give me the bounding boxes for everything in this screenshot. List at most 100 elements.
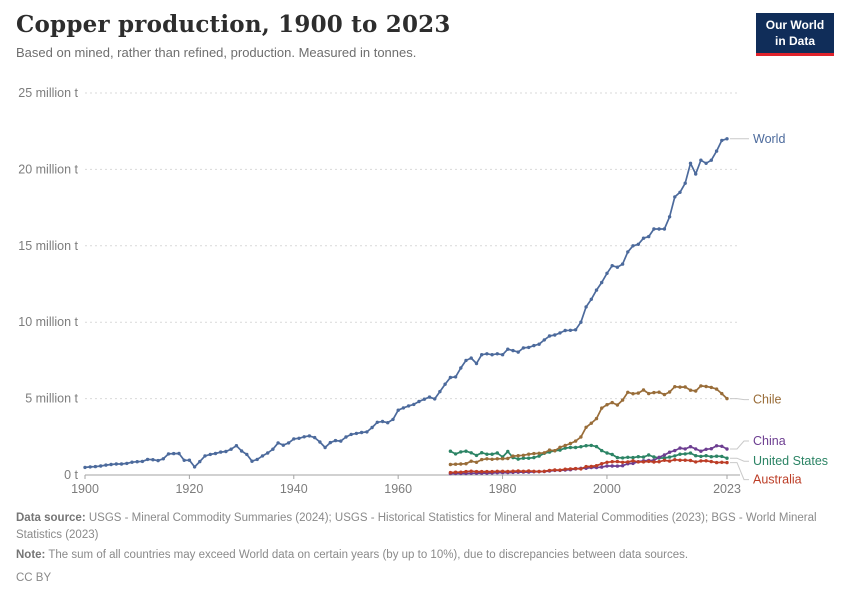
chart-canvas: 0 t 5 million t 10 million t 15 million t 20… <box>18 86 828 496</box>
data-point-world <box>584 305 588 309</box>
data-point-world <box>662 227 667 231</box>
data-point-chile <box>500 457 505 461</box>
data-point-chile <box>474 460 479 464</box>
page-title: Copper production, 1900 to 2023 <box>16 11 451 38</box>
data-point-chile <box>714 387 719 391</box>
data-point-world <box>652 227 656 231</box>
data-point-world <box>474 361 479 366</box>
data-point-chile <box>511 454 515 458</box>
data-point-world <box>558 331 562 335</box>
data-point-world <box>537 342 541 346</box>
data-point-australia <box>667 459 672 463</box>
data-point-china <box>631 461 635 466</box>
data-point-chile <box>480 457 484 462</box>
entity-label-china[interactable]: China <box>753 434 786 448</box>
data-point-china <box>615 464 620 468</box>
data-point-world <box>213 451 218 456</box>
data-point-world <box>500 353 505 357</box>
chart-footer: Data source: USGS - Mineral Commodity Su… <box>0 508 850 587</box>
y-axis-tick-label: 10 million t <box>18 315 78 329</box>
data-point-world <box>156 458 160 463</box>
data-point-chile <box>537 451 541 455</box>
series-line-world[interactable] <box>84 137 728 469</box>
data-point-world <box>714 149 719 153</box>
data-point-united-states <box>579 445 583 449</box>
data-point-china <box>678 446 682 450</box>
data-point-australia <box>714 460 719 465</box>
data-point-world <box>610 264 614 268</box>
data-point-world <box>553 333 557 337</box>
data-point-china <box>704 447 708 451</box>
data-point-world <box>323 445 327 450</box>
data-point-world <box>88 465 92 469</box>
data-point-china <box>688 445 693 449</box>
label-connector-united-states <box>730 457 749 462</box>
license-link[interactable]: CC BY <box>16 571 52 584</box>
data-point-world <box>396 408 400 412</box>
data-point-chile <box>490 457 494 461</box>
data-point-china <box>657 455 661 459</box>
data-point-australia <box>584 464 588 469</box>
note-line: Note: The sum of all countries may excee… <box>16 547 834 564</box>
data-point-chile <box>589 421 593 425</box>
data-point-world <box>266 451 270 455</box>
data-point-chile <box>688 388 693 392</box>
line-chart[interactable]: 0 t 5 million t 10 million t 15 million t 20… <box>0 76 850 508</box>
data-point-united-states <box>615 455 620 460</box>
data-point-world <box>433 397 437 401</box>
data-point-united-states <box>620 456 625 460</box>
data-point-united-states <box>641 455 646 459</box>
data-point-united-states <box>480 451 484 455</box>
x-axis-tick-label: 1940 <box>280 482 308 496</box>
data-source-line: Data source: USGS - Mineral Commodity Su… <box>16 510 834 545</box>
data-point-chile <box>725 396 729 401</box>
data-point-australia <box>704 459 708 463</box>
data-point-world <box>271 447 275 451</box>
entity-label-chile[interactable]: Chile <box>753 393 782 407</box>
y-axis-tick-label: 0 t <box>64 468 78 482</box>
entity-label-australia[interactable]: Australia <box>753 473 802 487</box>
data-point-australia <box>600 462 604 466</box>
data-point-chile <box>647 391 651 396</box>
entity-label-united-states[interactable]: United States <box>753 454 828 468</box>
data-point-world <box>286 441 291 445</box>
data-point-australia <box>459 470 463 474</box>
data-point-united-states <box>678 452 682 456</box>
data-point-australia <box>521 469 526 473</box>
data-point-world <box>161 457 165 461</box>
data-point-world <box>359 430 364 435</box>
data-point-united-states <box>516 457 520 461</box>
data-point-world <box>151 458 155 462</box>
data-point-united-states <box>464 449 468 453</box>
data-point-world <box>380 419 385 424</box>
note-label: Note: <box>16 548 46 561</box>
owid-logo: Our World in Data <box>756 13 834 57</box>
data-point-united-states <box>694 454 698 458</box>
data-point-world <box>104 463 108 467</box>
entity-label-world[interactable]: World <box>753 132 785 146</box>
data-point-world <box>192 465 197 469</box>
data-point-world <box>208 452 212 457</box>
data-point-world <box>495 352 499 356</box>
data-point-australia <box>573 466 578 471</box>
data-point-united-states <box>532 455 536 460</box>
data-point-world <box>678 190 682 194</box>
y-axis-tick-label: 15 million t <box>18 239 78 253</box>
owid-logo-line1: Our World <box>765 18 825 32</box>
data-point-world <box>239 449 244 453</box>
data-point-australia <box>657 460 661 464</box>
data-point-world <box>125 461 129 466</box>
data-point-united-states <box>594 444 599 449</box>
data-point-world <box>709 158 713 162</box>
data-point-australia <box>641 460 646 464</box>
label-connector-china <box>730 440 749 450</box>
data-point-world <box>448 375 453 380</box>
data-point-chile <box>694 389 698 393</box>
data-point-world <box>667 215 672 219</box>
data-point-chile <box>584 425 588 429</box>
data-point-australia <box>469 469 473 473</box>
page-subtitle: Based on mined, rather than refined, pro… <box>16 45 417 61</box>
data-point-world <box>172 451 176 456</box>
data-point-world <box>647 234 651 239</box>
data-point-world <box>370 425 374 430</box>
